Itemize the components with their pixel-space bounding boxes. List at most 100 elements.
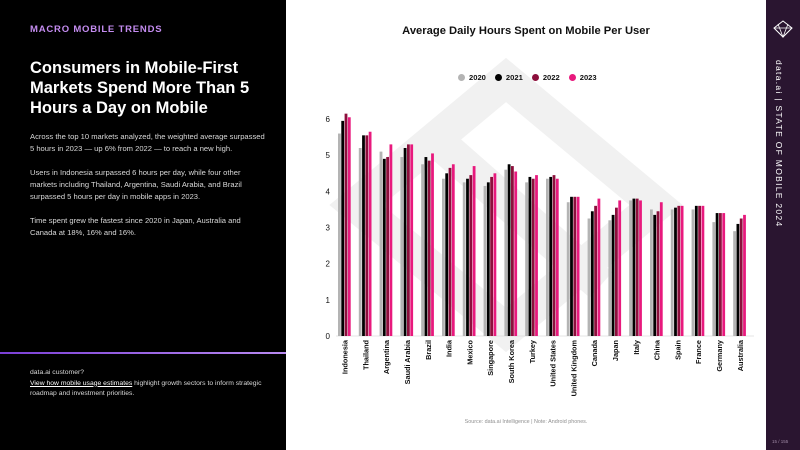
bar-2021-spain bbox=[674, 207, 677, 336]
bar-2021-australia bbox=[736, 223, 740, 336]
bar-2020-thailand bbox=[358, 148, 362, 336]
x-tick-label: Australia bbox=[736, 339, 745, 371]
bar-2022-mexico bbox=[469, 175, 473, 336]
gradient-divider bbox=[0, 352, 286, 354]
chart-source-note: Source: data.ai Intelligence | Note: And… bbox=[464, 419, 588, 425]
y-tick-label: 4 bbox=[326, 187, 331, 196]
bar-2022-spain bbox=[677, 205, 681, 336]
bar-chart: 0 1 2 3 4 5 6 Indonesia Thailand Argentina Saudi A… bbox=[326, 113, 754, 396]
cta-question: data.ai customer? bbox=[30, 369, 85, 376]
bar-2022-japan bbox=[615, 207, 618, 336]
x-tick-label: Italy bbox=[632, 339, 641, 355]
page-number: 15 / 155 bbox=[772, 439, 789, 444]
bar-2021-united-kingdom bbox=[570, 196, 573, 336]
bar-2023-germany bbox=[722, 213, 726, 336]
bar-2021-brazil bbox=[424, 157, 428, 336]
bar-2023-thailand bbox=[368, 131, 372, 336]
x-tick-label: Brazil bbox=[424, 340, 433, 360]
x-tick-label: Thailand bbox=[361, 340, 370, 370]
bar-2020-china bbox=[650, 209, 653, 336]
bar-2021-mexico bbox=[466, 178, 469, 336]
x-tick-label: Japan bbox=[611, 340, 620, 361]
x-tick-label: France bbox=[694, 340, 703, 364]
bar-2023-france bbox=[701, 205, 705, 336]
bar-2022-germany bbox=[719, 213, 722, 336]
x-tick-label: Singapore bbox=[486, 340, 495, 376]
bar-2020-united-states bbox=[546, 178, 549, 336]
bar-2021-saudi-arabia bbox=[403, 148, 407, 336]
bar-2023-united-states bbox=[555, 178, 559, 336]
bar-2023-china bbox=[659, 202, 663, 336]
bar-2021-thailand bbox=[362, 135, 365, 336]
left-panel: MACRO MOBILE TRENDS Consumers in Mobile-… bbox=[0, 0, 286, 450]
bar-2020-germany bbox=[712, 222, 716, 336]
legend-item-2021: 2021 bbox=[494, 73, 523, 82]
bar-2022-brazil bbox=[427, 160, 431, 336]
bar-2021-japan bbox=[611, 214, 615, 336]
x-tick-label: Indonesia bbox=[341, 339, 350, 374]
bar-2023-argentina bbox=[389, 144, 393, 336]
bar-2022-united-states bbox=[552, 175, 556, 336]
bar-2022-canada bbox=[594, 205, 597, 336]
bar-2022-saudi-arabia bbox=[407, 144, 410, 336]
y-tick-label: 0 bbox=[326, 332, 331, 341]
bar-2020-india bbox=[442, 178, 445, 336]
bar-2023-italy bbox=[639, 200, 642, 336]
x-tick-label: Turkey bbox=[528, 339, 537, 363]
bar-2023-australia bbox=[743, 214, 746, 336]
bar-2022-singapore bbox=[490, 176, 493, 336]
legend-item-2020: 2020 bbox=[458, 73, 486, 82]
bar-2023-south-korea bbox=[514, 171, 518, 336]
bar-2020-saudi-arabia bbox=[400, 157, 404, 336]
legend-swatch-2020 bbox=[458, 74, 465, 81]
bar-2020-indonesia bbox=[338, 133, 341, 336]
bar-2022-turkey bbox=[531, 178, 535, 336]
bar-2021-argentina bbox=[382, 158, 386, 336]
legend-label-2020: 2020 bbox=[469, 73, 486, 82]
legend-item-2023: 2023 bbox=[568, 73, 597, 82]
bar-2021-south-korea bbox=[507, 164, 511, 336]
bar-2021-turkey bbox=[528, 176, 532, 336]
y-tick-label: 2 bbox=[326, 260, 331, 269]
cta-text: View how mobile usage estimates highligh… bbox=[30, 379, 266, 400]
diamond-logo-icon bbox=[773, 20, 793, 38]
y-tick-label: 3 bbox=[326, 224, 331, 233]
bar-2023-brazil bbox=[431, 153, 434, 336]
bar-2023-spain bbox=[680, 205, 684, 336]
x-tick-label: China bbox=[653, 339, 662, 360]
bar-2023-mexico bbox=[472, 166, 476, 336]
legend-swatch-2023 bbox=[568, 74, 576, 81]
bar-2020-singapore bbox=[483, 185, 487, 336]
bar-2023-india bbox=[451, 164, 455, 336]
legend-label-2022: 2022 bbox=[542, 73, 560, 82]
legend-swatch-2021 bbox=[494, 74, 502, 81]
y-tick-label: 5 bbox=[326, 151, 331, 160]
legend-label-2023: 2023 bbox=[579, 73, 597, 82]
y-tick-label: 1 bbox=[326, 296, 331, 305]
bar-2022-thailand bbox=[365, 135, 369, 336]
bar-2020-south-korea bbox=[504, 169, 508, 336]
bar-2023-canada bbox=[597, 198, 601, 336]
bar-2022-australia bbox=[739, 218, 743, 336]
usage-estimates-link[interactable]: View how mobile usage estimates bbox=[30, 379, 133, 387]
x-tick-label: Spain bbox=[673, 340, 682, 360]
bar-2021-france bbox=[694, 205, 698, 336]
x-tick-label: Germany bbox=[715, 339, 724, 372]
bar-2020-australia bbox=[733, 231, 736, 336]
bar-2022-france bbox=[698, 205, 701, 336]
report-title-vertical: data.ai | STATE OF MOBILE 2024 bbox=[774, 60, 784, 228]
bar-2021-italy bbox=[632, 198, 636, 336]
chart-legend: 2020 2021 2022 2023 bbox=[458, 73, 597, 82]
bar-2020-france bbox=[691, 209, 695, 336]
x-tick-label: Mexico bbox=[465, 339, 474, 364]
bar-2020-united-kingdom bbox=[566, 202, 570, 336]
bar-2021-china bbox=[653, 214, 657, 336]
page-headline: Consumers in Mobile-First Markets Spend … bbox=[30, 59, 250, 117]
bar-2022-united-kingdom bbox=[573, 196, 577, 336]
bar-2020-canada bbox=[587, 218, 591, 336]
bar-2020-spain bbox=[670, 209, 674, 336]
legend-swatch-2022 bbox=[531, 74, 539, 81]
right-rail: data.ai | STATE OF MOBILE 2024 bbox=[766, 0, 800, 450]
bar-2023-saudi-arabia bbox=[410, 144, 414, 336]
bar-2021-singapore bbox=[486, 182, 490, 336]
